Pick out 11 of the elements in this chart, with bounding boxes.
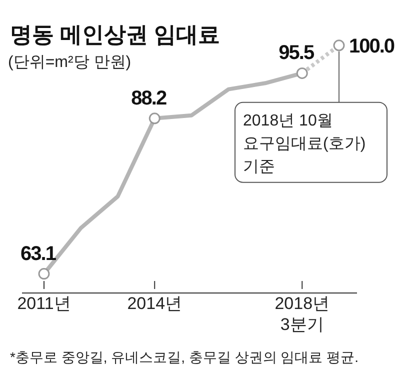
x-tick-label: 2011년 bbox=[17, 294, 71, 313]
annotation: 2018년 10월 요구임대료(호가) 기준 bbox=[243, 112, 366, 176]
chart-title: 명동 메인상권 임대료 bbox=[10, 21, 220, 49]
data-label: 95.5 bbox=[278, 42, 314, 64]
x-tick-label: 2014년 bbox=[127, 294, 182, 313]
text: *충무로 중앙길, 유네스코길, 충무길 상권의 임대료 평균. bbox=[10, 348, 358, 367]
data-label: 88.2 bbox=[131, 87, 167, 110]
x-tick-label: 2018년 3분기 bbox=[274, 294, 330, 334]
data-label: 63.1 bbox=[20, 242, 56, 265]
data-label: 100.0 bbox=[349, 35, 395, 58]
text: (단위=m²당 만원) bbox=[8, 53, 132, 73]
